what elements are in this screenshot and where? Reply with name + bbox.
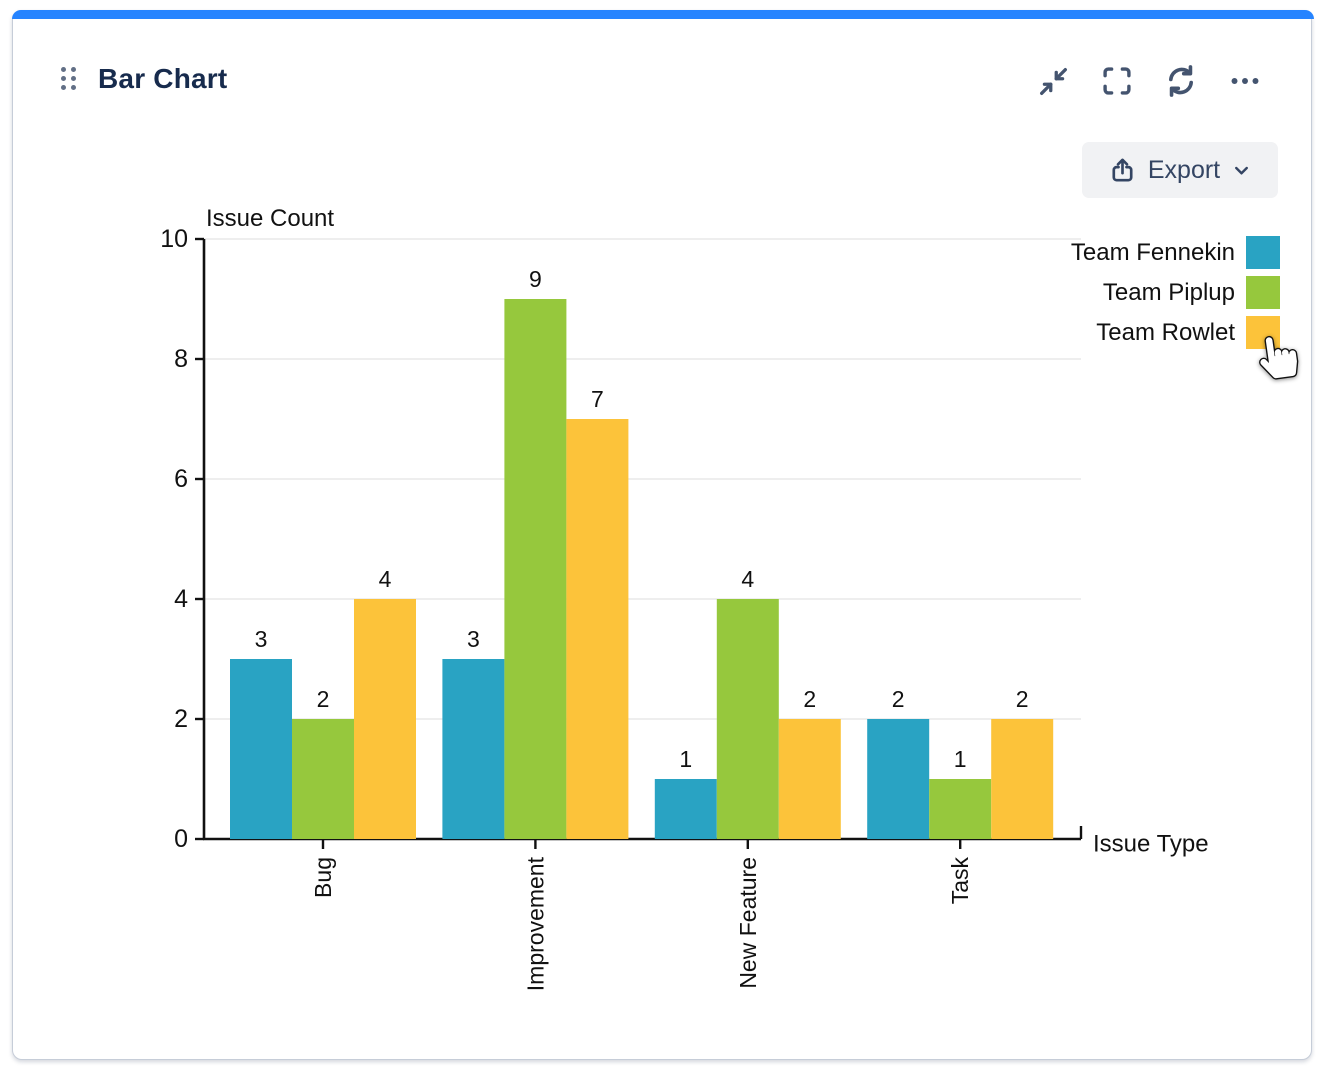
legend-swatch[interactable] — [1246, 236, 1280, 269]
y-tick-label: 6 — [174, 465, 188, 493]
x-axis-title: Issue Type — [1093, 831, 1209, 858]
chart-legend: Team Fennekin Team Piplup Team Rowlet — [1071, 236, 1280, 349]
bar-value-label: 9 — [529, 266, 542, 292]
bar-chart-gadget: 0 2 4 6 8 10 Issue Count Issue Type Bug 3 2 4 Improv… — [12, 10, 1314, 1060]
legend-label: Team Fennekin — [1070, 238, 1235, 266]
collapse-icon — [1039, 67, 1067, 95]
bar[interactable] — [566, 419, 629, 839]
export-share-icon — [1112, 158, 1133, 181]
bar-value-label: 4 — [379, 566, 392, 592]
more-icon — [1231, 78, 1259, 84]
y-tick-label: 2 — [174, 705, 188, 733]
refresh-button[interactable] — [1163, 63, 1199, 99]
drag-handle-icon[interactable] — [61, 67, 78, 95]
y-tick-label: 4 — [174, 585, 188, 613]
gadget-toolbar — [1035, 63, 1263, 99]
bar[interactable] — [991, 719, 1054, 839]
bar[interactable] — [654, 779, 717, 839]
gadget-header: Bar Chart — [13, 11, 1311, 121]
bar[interactable] — [504, 299, 567, 839]
legend-label: Team Piplup — [1102, 278, 1235, 306]
legend-swatch[interactable] — [1246, 276, 1280, 309]
fullscreen-button[interactable] — [1099, 63, 1135, 99]
bar-value-label: 7 — [591, 386, 604, 412]
bar-value-label: 1 — [954, 746, 967, 772]
bar-value-label: 3 — [255, 626, 268, 652]
category-label: Improvement — [522, 856, 548, 991]
bar-chart-plot: 0 2 4 6 8 10 Issue Count Issue Type Bug 3 2 4 Improv… — [160, 205, 1209, 991]
bar[interactable] — [354, 599, 416, 839]
y-tick-label: 10 — [160, 225, 188, 253]
bar[interactable] — [929, 779, 992, 839]
export-button[interactable]: Export — [1082, 142, 1278, 198]
fullscreen-icon — [1103, 67, 1131, 95]
bar-value-label: 2 — [892, 686, 905, 712]
category-label: Task — [947, 857, 973, 905]
export-button-label: Export — [1147, 155, 1221, 184]
legend-swatch[interactable] — [1246, 316, 1280, 349]
category-label: New Feature — [735, 857, 761, 989]
refresh-icon — [1169, 65, 1193, 97]
bar-value-label: 1 — [679, 746, 692, 772]
y-tick-label: 0 — [174, 825, 188, 853]
bar-value-label: 4 — [741, 566, 754, 592]
bar[interactable] — [867, 719, 930, 839]
gadget-title: Bar Chart — [98, 63, 228, 94]
bar[interactable] — [292, 719, 354, 839]
legend-item: Team Piplup — [1071, 276, 1280, 309]
legend-label: Team Rowlet — [1096, 318, 1235, 346]
bar-value-label: 2 — [803, 686, 816, 712]
gadget-accent-bar — [12, 10, 1314, 19]
bar-value-label: 2 — [317, 686, 330, 712]
y-tick-label: 8 — [174, 345, 188, 373]
bar[interactable] — [442, 659, 505, 839]
collapse-button[interactable] — [1035, 63, 1071, 99]
bar-value-label: 3 — [467, 626, 480, 652]
category-label: Bug — [310, 857, 336, 898]
legend-item: Team Fennekin — [1071, 236, 1280, 269]
bar-value-label: 2 — [1016, 686, 1029, 712]
bar[interactable] — [778, 719, 841, 839]
more-button[interactable] — [1227, 63, 1263, 99]
chevron-down-icon — [1235, 166, 1249, 175]
y-axis-title: Issue Count — [206, 205, 334, 232]
bar[interactable] — [716, 599, 779, 839]
legend-item: Team Rowlet — [1071, 316, 1280, 349]
bar[interactable] — [230, 659, 292, 839]
